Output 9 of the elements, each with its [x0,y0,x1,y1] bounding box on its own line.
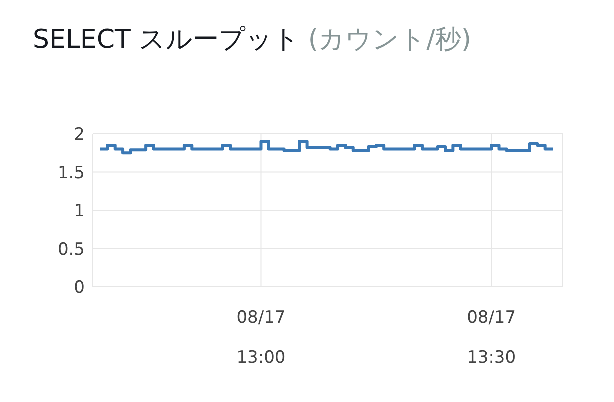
y-tick-label: 2 [74,125,85,146]
y-tick-label: 0.5 [58,240,85,260]
chart-subtitle: (カウント/秒) [308,25,472,55]
y-tick-label: 0 [74,278,85,298]
y-tick-label: 1 [74,202,85,222]
y-tick-label: 1.5 [58,163,85,184]
x-tick-label: 08/17 13:30 [467,308,516,368]
x-tick-label: 08/17 13:00 [236,308,286,368]
chart-title: SELECT スループット [33,25,300,55]
